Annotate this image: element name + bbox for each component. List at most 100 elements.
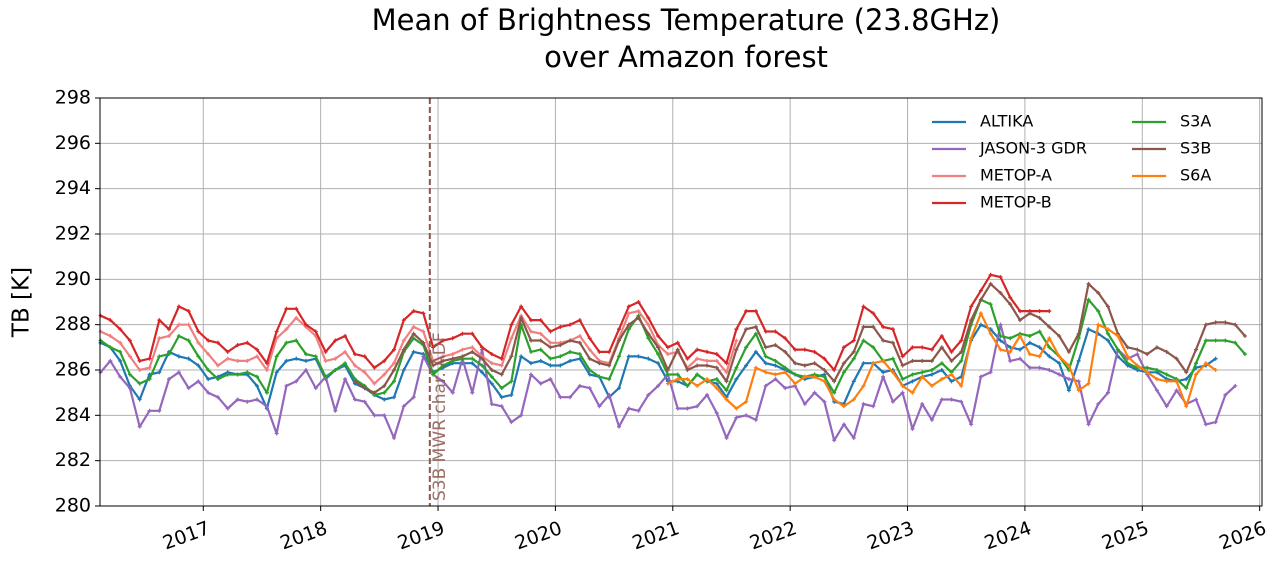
point-marker (401, 338, 406, 343)
x-tick-label: 2022 (747, 517, 800, 554)
point-marker (137, 358, 142, 363)
x-tick-label: 2025 (1099, 517, 1152, 554)
point-marker (215, 395, 220, 400)
legend-label: JASON-3 GDR (979, 139, 1087, 158)
point-marker (1213, 420, 1218, 425)
point-marker (1154, 388, 1159, 393)
y-tick-label: 282 (55, 449, 91, 471)
point-marker (411, 324, 416, 329)
x-tick-label: 2023 (864, 517, 917, 554)
point-marker (744, 309, 749, 314)
point-marker (1008, 336, 1013, 341)
point-marker (206, 377, 211, 382)
point-marker (245, 340, 250, 345)
point-marker (108, 318, 113, 323)
point-marker (1017, 334, 1022, 338)
point-marker (225, 406, 230, 411)
point-marker (617, 354, 622, 359)
point-marker (225, 349, 230, 354)
point-marker (929, 372, 934, 377)
point-marker (480, 356, 485, 361)
point-marker (1154, 368, 1159, 372)
point-marker (294, 306, 299, 311)
point-marker (568, 349, 573, 354)
point-marker (978, 374, 983, 379)
point-marker (969, 318, 974, 323)
point-marker (900, 383, 905, 388)
point-marker (255, 347, 260, 352)
point-marker (352, 352, 357, 357)
point-marker (734, 338, 739, 343)
point-marker (333, 338, 338, 343)
point-marker (705, 377, 710, 382)
point-marker (861, 361, 866, 366)
point-marker (734, 347, 739, 352)
point-marker (939, 377, 944, 382)
point-marker (118, 349, 123, 354)
point-marker (333, 356, 338, 361)
point-marker (1135, 347, 1140, 352)
point-marker (881, 324, 886, 329)
point-marker (724, 361, 729, 366)
point-marker (577, 340, 582, 345)
point-marker (890, 370, 895, 375)
point-marker (1008, 302, 1013, 307)
point-marker (186, 322, 191, 327)
point-marker (362, 354, 367, 359)
point-marker (646, 315, 651, 320)
point-marker (929, 417, 934, 422)
point-marker (235, 343, 240, 348)
point-marker (636, 315, 641, 320)
point-marker (401, 368, 406, 372)
point-marker (1174, 356, 1179, 361)
point-marker (274, 431, 279, 436)
point-marker (832, 397, 837, 402)
point-marker (1135, 363, 1140, 368)
point-marker (793, 372, 798, 377)
point-marker (587, 368, 592, 372)
point-marker (890, 399, 895, 404)
point-marker (763, 383, 768, 388)
point-marker (333, 408, 338, 413)
point-marker (421, 329, 426, 334)
point-marker (626, 304, 631, 309)
point-marker (949, 358, 954, 363)
point-marker (890, 356, 895, 361)
point-marker (753, 349, 758, 354)
point-marker (861, 383, 866, 388)
point-marker (793, 381, 798, 386)
point-marker (245, 370, 250, 375)
point-marker (284, 327, 289, 332)
point-marker (196, 329, 201, 334)
point-marker (1115, 334, 1120, 338)
point-marker (881, 338, 886, 343)
point-marker (900, 390, 905, 395)
point-marker (812, 361, 817, 366)
point-marker (890, 340, 895, 345)
point-marker (1037, 309, 1042, 314)
point-marker (382, 383, 387, 388)
point-marker (176, 304, 181, 309)
point-marker (1213, 356, 1218, 361)
point-marker (617, 424, 622, 429)
point-marker (1047, 336, 1052, 341)
point-marker (411, 331, 416, 336)
point-marker (1125, 345, 1130, 350)
point-marker (675, 406, 680, 411)
point-marker (470, 356, 475, 361)
point-marker (1184, 386, 1189, 391)
point-marker (127, 338, 132, 343)
point-marker (646, 336, 651, 341)
point-marker (1164, 379, 1169, 384)
point-marker (744, 399, 749, 404)
point-marker (753, 324, 758, 329)
point-marker (910, 345, 915, 350)
point-marker (626, 311, 631, 316)
point-marker (470, 349, 475, 354)
point-marker (988, 331, 993, 336)
point-marker (440, 338, 445, 343)
point-marker (656, 352, 661, 357)
x-tick-label: 2026 (1216, 517, 1269, 554)
point-marker (98, 338, 103, 343)
point-marker (108, 334, 113, 338)
